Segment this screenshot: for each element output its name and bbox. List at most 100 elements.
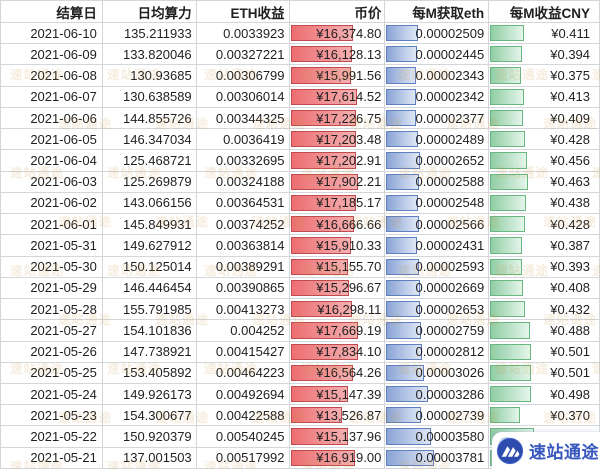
cell-per_m_cny[interactable]: ¥0.408 xyxy=(489,277,600,300)
cell-per_m_cny[interactable]: ¥0.413 xyxy=(489,86,600,108)
cell-hashrate[interactable]: 144.855726 xyxy=(102,107,197,130)
cell-per_m_cny[interactable]: ¥0.501 xyxy=(489,341,600,363)
cell-price[interactable]: ¥17,669.19 xyxy=(289,320,386,342)
cell-date[interactable]: 2021-06-01 xyxy=(1,214,103,236)
cell-per_m_cny[interactable]: ¥0.428 xyxy=(489,214,600,236)
cell-per_m_eth[interactable]: 0.00003580 xyxy=(385,426,490,448)
cell-price[interactable]: ¥17,185.17 xyxy=(289,192,386,215)
cell-per_m_cny[interactable]: ¥0.456 xyxy=(489,150,600,172)
cell-eth[interactable]: 0.00422588 xyxy=(196,405,290,427)
cell-per_m_cny[interactable]: ¥0.393 xyxy=(489,256,600,278)
cell-per_m_eth[interactable]: 0.00002377 xyxy=(385,107,490,130)
cell-price[interactable]: ¥15,147.39 xyxy=(289,383,386,406)
cell-price[interactable]: ¥15,137.96 xyxy=(289,426,386,448)
cell-eth[interactable]: 0.00306799 xyxy=(196,65,290,87)
cell-per_m_eth[interactable]: 0.00002588 xyxy=(385,171,490,193)
cell-price[interactable]: ¥17,902.21 xyxy=(289,171,386,193)
cell-date[interactable]: 2021-06-07 xyxy=(1,86,103,108)
cell-hashrate[interactable]: 143.066156 xyxy=(102,192,197,215)
cell-per_m_eth[interactable]: 0.00002739 xyxy=(385,405,490,427)
cell-eth[interactable]: 0.00332695 xyxy=(196,150,290,172)
cell-date[interactable]: 2021-05-23 xyxy=(1,405,103,427)
cell-date[interactable]: 2021-06-09 xyxy=(1,44,103,66)
cell-date[interactable]: 2021-05-31 xyxy=(1,235,103,257)
cell-date[interactable]: 2021-05-26 xyxy=(1,341,103,363)
cell-per_m_cny[interactable]: ¥0.488 xyxy=(489,320,600,342)
cell-hashrate[interactable]: 125.269879 xyxy=(102,171,197,193)
col-header-date[interactable]: 结算日 xyxy=(1,1,103,23)
col-header-hashrate[interactable]: 日均算力 xyxy=(102,1,197,23)
cell-hashrate[interactable]: 155.791985 xyxy=(102,299,197,321)
cell-per_m_eth[interactable]: 0.00003286 xyxy=(385,383,490,406)
cell-per_m_cny[interactable]: ¥0.498 xyxy=(489,383,600,406)
cell-hashrate[interactable]: 149.627912 xyxy=(102,235,197,257)
cell-eth[interactable]: 0.00492694 xyxy=(196,383,290,406)
cell-hashrate[interactable]: 130.638589 xyxy=(102,86,197,108)
cell-per_m_cny[interactable]: ¥0.375 xyxy=(489,65,600,87)
cell-hashrate[interactable]: 154.101836 xyxy=(102,320,197,342)
col-header-per_m_eth[interactable]: 每M获取eth xyxy=(385,1,490,23)
cell-per_m_cny[interactable]: ¥0.394 xyxy=(489,44,600,66)
cell-per_m_eth[interactable]: 0.00002343 xyxy=(385,65,490,87)
cell-per_m_eth[interactable]: 0.00002548 xyxy=(385,192,490,215)
cell-eth[interactable]: 0.00363814 xyxy=(196,235,290,257)
cell-per_m_cny[interactable]: ¥0.501 xyxy=(489,362,600,384)
cell-eth[interactable]: 0.00364531 xyxy=(196,192,290,215)
cell-date[interactable]: 2021-06-06 xyxy=(1,107,103,130)
cell-hashrate[interactable]: 125.468721 xyxy=(102,150,197,172)
cell-per_m_eth[interactable]: 0.00002593 xyxy=(385,256,490,278)
cell-price[interactable]: ¥17,614.52 xyxy=(289,86,386,108)
cell-hashrate[interactable]: 153.405892 xyxy=(102,362,197,384)
cell-per_m_eth[interactable]: 0.00002509 xyxy=(385,23,490,45)
col-header-price[interactable]: 币价 xyxy=(289,1,386,23)
cell-per_m_eth[interactable]: 0.00002342 xyxy=(385,86,490,108)
cell-eth[interactable]: 0.00327221 xyxy=(196,44,290,66)
cell-per_m_eth[interactable]: 0.00002812 xyxy=(385,341,490,363)
cell-price[interactable]: ¥17,203.48 xyxy=(289,129,386,151)
cell-eth[interactable]: 0.00390865 xyxy=(196,277,290,300)
cell-date[interactable]: 2021-05-22 xyxy=(1,426,103,448)
cell-price[interactable]: ¥15,991.56 xyxy=(289,65,386,87)
cell-hashrate[interactable]: 137.001503 xyxy=(102,447,197,469)
cell-date[interactable]: 2021-05-25 xyxy=(1,362,103,384)
cell-eth[interactable]: 0.00517992 xyxy=(196,447,290,469)
cell-date[interactable]: 2021-05-30 xyxy=(1,256,103,278)
cell-date[interactable]: 2021-05-21 xyxy=(1,447,103,469)
cell-hashrate[interactable]: 150.920379 xyxy=(102,426,197,448)
cell-price[interactable]: ¥16,374.80 xyxy=(289,23,386,45)
cell-hashrate[interactable]: 146.347034 xyxy=(102,129,197,151)
cell-per_m_eth[interactable]: 0.00002489 xyxy=(385,129,490,151)
cell-date[interactable]: 2021-06-02 xyxy=(1,192,103,215)
cell-per_m_cny[interactable]: ¥0.432 xyxy=(489,299,600,321)
cell-eth[interactable]: 0.00540245 xyxy=(196,426,290,448)
cell-price[interactable]: ¥16,919.00 xyxy=(289,447,386,469)
cell-per_m_eth[interactable]: 0.00002431 xyxy=(385,235,490,257)
cell-per_m_eth[interactable]: 0.00002445 xyxy=(385,44,490,66)
cell-hashrate[interactable]: 149.926173 xyxy=(102,383,197,406)
cell-eth[interactable]: 0.00306014 xyxy=(196,86,290,108)
cell-hashrate[interactable]: 146.446454 xyxy=(102,277,197,300)
cell-hashrate[interactable]: 130.93685 xyxy=(102,65,197,87)
cell-date[interactable]: 2021-05-24 xyxy=(1,383,103,406)
cell-price[interactable]: ¥16,564.26 xyxy=(289,362,386,384)
cell-hashrate[interactable]: 135.211933 xyxy=(102,23,197,45)
cell-price[interactable]: ¥17,202.91 xyxy=(289,150,386,172)
cell-per_m_eth[interactable]: 0.00002652 xyxy=(385,150,490,172)
cell-eth[interactable]: 0.00374252 xyxy=(196,214,290,236)
cell-eth[interactable]: 0.00415427 xyxy=(196,341,290,363)
cell-per_m_cny[interactable]: ¥0.387 xyxy=(489,235,600,257)
cell-hashrate[interactable]: 145.849931 xyxy=(102,214,197,236)
cell-price[interactable]: ¥13,526.87 xyxy=(289,405,386,427)
cell-eth[interactable]: 0.00389291 xyxy=(196,256,290,278)
cell-hashrate[interactable]: 133.820046 xyxy=(102,44,197,66)
cell-per_m_cny[interactable]: ¥0.409 xyxy=(489,107,600,130)
cell-per_m_eth[interactable]: 0.00002566 xyxy=(385,214,490,236)
col-header-eth[interactable]: ETH收益 xyxy=(196,1,290,23)
cell-per_m_cny[interactable]: ¥0.411 xyxy=(489,23,600,45)
cell-per_m_eth[interactable]: 0.00003026 xyxy=(385,362,490,384)
cell-date[interactable]: 2021-06-05 xyxy=(1,129,103,151)
cell-eth[interactable]: 0.00344325 xyxy=(196,107,290,130)
cell-date[interactable]: 2021-06-03 xyxy=(1,171,103,193)
cell-per_m_cny[interactable]: ¥0.370 xyxy=(489,405,600,427)
cell-date[interactable]: 2021-05-28 xyxy=(1,299,103,321)
